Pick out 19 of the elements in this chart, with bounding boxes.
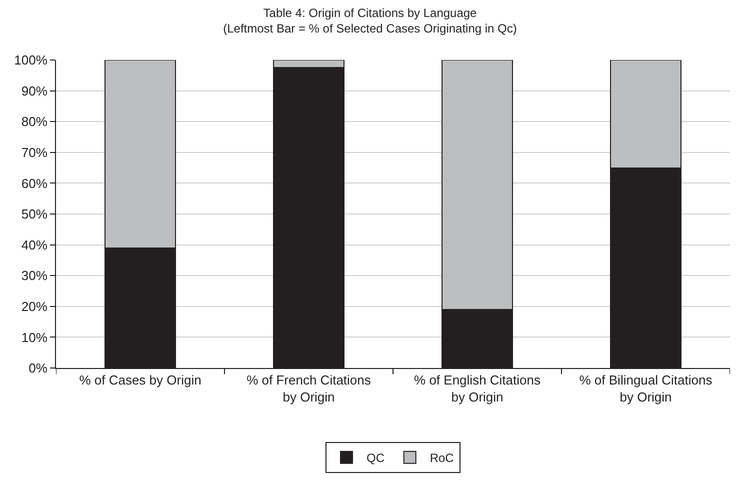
legend-label: QC <box>366 451 385 466</box>
x-tick-label: % of Bilingual Citations by Origin <box>579 372 713 404</box>
y-tick-label: 20% <box>21 298 48 314</box>
legend-label: RoC <box>430 451 454 466</box>
y-tick-label: 0% <box>28 360 48 376</box>
y-tick-label: 30% <box>21 268 48 284</box>
y-tick-label: 100% <box>14 52 48 68</box>
y-tick-label: 50% <box>21 206 48 222</box>
x-tick-label: % of Cases by Origin <box>79 372 202 388</box>
y-tick-label: 90% <box>21 83 48 98</box>
y-tick-label: 40% <box>21 237 48 252</box>
y-tick-label: 60% <box>21 176 48 191</box>
y-tick-label: 70% <box>21 144 48 160</box>
chart-title: Table 4: Origin of Citations by Language <box>263 6 478 20</box>
x-tick-label: % of French Citations by Origin <box>246 372 372 404</box>
y-tick-label: 10% <box>21 330 48 345</box>
chart-subtitle: (Leftmost Bar = % of Selected Cases Originating in Qc) <box>223 22 517 36</box>
y-tick-label: 80% <box>21 114 48 130</box>
x-tick-label: % of English Citations by Origin <box>414 372 541 404</box>
